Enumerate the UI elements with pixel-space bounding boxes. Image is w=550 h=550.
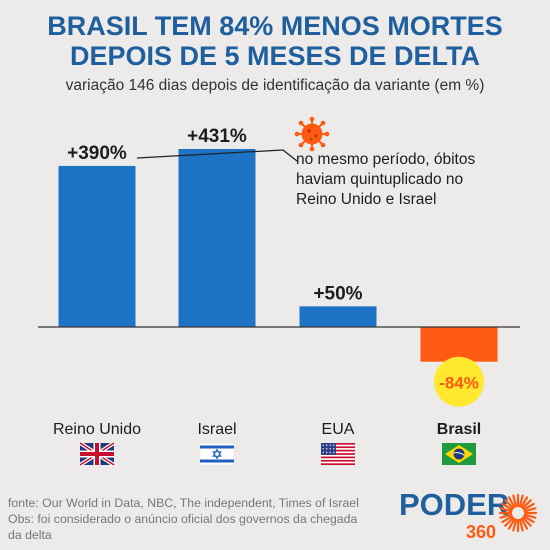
source-note: fonte: Our World in Data, NBC, The indep… <box>8 495 398 543</box>
source-line-3: da delta <box>8 528 52 542</box>
us-flag <box>321 443 355 465</box>
data-label: +390% <box>67 143 127 164</box>
data-label: -84% <box>439 374 479 393</box>
bar-brasil <box>420 327 498 362</box>
israel-flag <box>199 442 235 466</box>
flags-group <box>78 441 476 467</box>
bars-group <box>58 149 498 362</box>
category-label: Israel <box>197 421 236 438</box>
title-line-2: DEPOIS DE 5 MESES DE DELTA <box>69 41 481 71</box>
data-label: +431% <box>187 126 247 147</box>
category-label: EUA <box>322 421 355 438</box>
chart-title: BRASIL TEM 84% MENOS MORTES DEPOIS DE 5 … <box>0 11 550 71</box>
annotation-line-2: haviam quintuplicado no <box>296 171 464 188</box>
chart-subtitle: variação 146 dias depois de identificaçã… <box>65 77 485 94</box>
sun-icon <box>498 493 538 533</box>
annotation-line-1: no mesmo período, óbitos <box>296 151 476 168</box>
highlight-circle <box>434 356 484 407</box>
virus-icon <box>294 116 330 152</box>
bar-israel <box>178 149 256 327</box>
annotation-line-3: Reino Unido e Israel <box>296 191 437 208</box>
brazil-flag <box>442 443 476 465</box>
uk-flag <box>78 441 116 467</box>
poder360-logo: PODER 360 <box>399 487 538 542</box>
source-line-1: fonte: Our World in Data, NBC, The indep… <box>8 496 359 510</box>
data-labels-group: +390% +431% +50% -84% <box>67 126 484 407</box>
logo-wordmark: PODER <box>399 487 509 522</box>
title-line-1: BRASIL TEM 84% MENOS MORTES <box>47 11 503 41</box>
logo-number: 360 <box>466 522 496 542</box>
category-label: Brasil <box>437 421 481 438</box>
category-labels-group: Reino Unido Israel EUA Brasil <box>53 421 481 438</box>
data-label: +50% <box>313 283 362 304</box>
annotation-text: no mesmo período, óbitos haviam quintupl… <box>296 150 526 210</box>
annotation-connector-line <box>136 149 298 162</box>
bar-eua <box>299 306 377 327</box>
category-label: Reino Unido <box>53 421 141 438</box>
bar-reino-unido <box>58 165 136 327</box>
source-line-2: Obs: foi considerado o anúncio oficial d… <box>8 512 358 526</box>
